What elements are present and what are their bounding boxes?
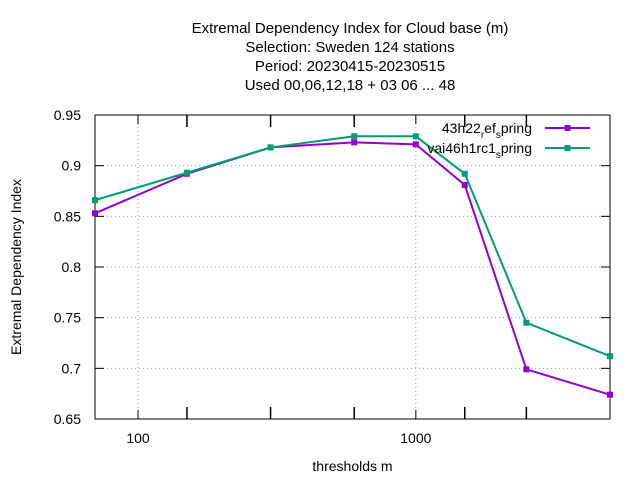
legend-label-part: ef (484, 120, 496, 136)
y-tick-label: 0.9 (62, 158, 82, 174)
y-tick-label: 0.95 (54, 107, 81, 123)
data-point (351, 133, 358, 140)
x-tick-label: 1000 (400, 430, 431, 446)
x-tick-label: 100 (126, 430, 150, 446)
y-tick-label: 0.85 (54, 208, 81, 224)
data-point (412, 141, 419, 148)
data-point (523, 366, 530, 373)
legend-label-part: 43h22 (442, 120, 481, 136)
data-point (461, 170, 468, 177)
title-line: Extremal Dependency Index for Cloud base… (192, 20, 509, 37)
title-line: Selection: Sweden 124 stations (245, 39, 454, 56)
data-point (523, 319, 530, 326)
data-point (607, 353, 613, 360)
title-line: Used 00,06,12,18 + 03 06 ... 48 (245, 77, 456, 94)
data-point (92, 197, 98, 204)
series-line (94, 141, 611, 396)
legend-label-part: vai46h1rc1 (427, 140, 496, 156)
data-point (183, 169, 190, 176)
data-point (412, 133, 419, 140)
data-point (92, 210, 98, 217)
legend-label-part: s (496, 150, 501, 161)
legend-marker (564, 145, 571, 151)
legend-label-part: pring (501, 120, 532, 136)
x-axis-label: thresholds m (312, 458, 392, 474)
axis-ticks: 0.65 0.7 0.75 0.8 0.85 0.9 0.95 100 1000 (54, 107, 610, 446)
legend-label-part: pring (501, 140, 532, 156)
data-point (607, 391, 613, 398)
series (92, 133, 613, 398)
legend-label-part: r (481, 130, 485, 141)
title-line: Period: 20230415-20230515 (255, 58, 445, 75)
legend-marker (564, 125, 571, 131)
legend-label: 43h22refspring (442, 120, 532, 141)
y-tick-label: 0.75 (54, 310, 81, 326)
legend-label-part: s (496, 130, 501, 141)
legend-label: vai46h1rc1spring (427, 140, 532, 161)
chart-title: Extremal Dependency Index for Cloud base… (192, 20, 509, 94)
data-point (267, 144, 274, 151)
series-line (94, 135, 611, 358)
y-tick-label: 0.7 (62, 360, 82, 376)
y-axis-label: Extremal Dependency Index (8, 179, 24, 355)
y-tick-label: 0.65 (54, 411, 81, 427)
y-tick-label: 0.8 (62, 259, 82, 275)
data-point (461, 181, 468, 188)
plot-frame (94, 114, 611, 420)
grid (95, 115, 610, 419)
data-point (351, 139, 358, 146)
